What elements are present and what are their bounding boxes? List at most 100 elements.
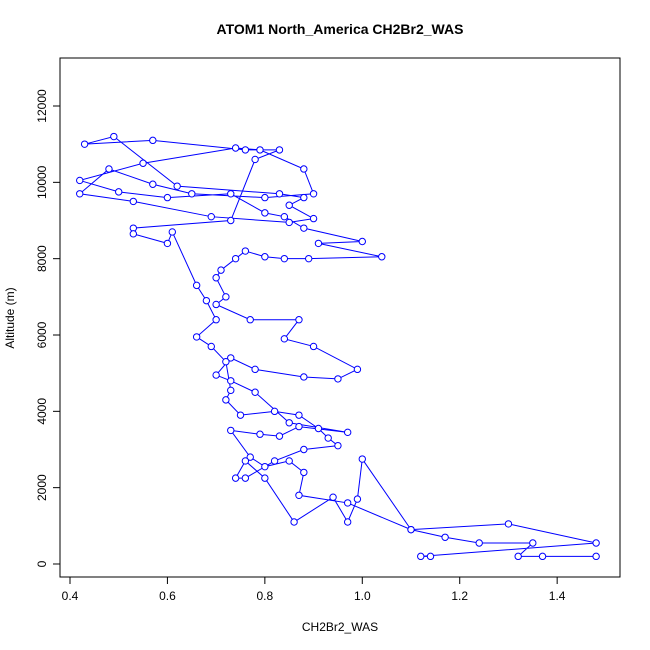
data-point — [592, 552, 600, 561]
data-point — [295, 316, 303, 324]
data-point — [592, 539, 600, 547]
data-point — [76, 176, 84, 185]
x-axis-label: CH2Br2_WAS — [302, 620, 378, 634]
data-point — [329, 493, 337, 501]
data-point — [353, 495, 362, 503]
data-point — [256, 146, 264, 154]
data-point — [261, 462, 269, 471]
data-point — [192, 281, 201, 290]
data-point — [76, 190, 84, 198]
data-point — [261, 209, 269, 217]
data-point — [163, 193, 172, 202]
x-tick-label: 1.0 — [354, 589, 371, 603]
y-tick-label: 0 — [35, 560, 49, 567]
data-point — [129, 197, 138, 206]
data-point — [207, 342, 215, 351]
data-point — [241, 457, 250, 465]
data-point — [285, 457, 293, 465]
data-point — [529, 539, 537, 547]
data-point — [227, 386, 235, 395]
data-point — [168, 228, 176, 236]
data-point — [309, 342, 318, 351]
data-point — [295, 491, 303, 499]
data-point — [343, 428, 352, 437]
data-point — [251, 365, 259, 374]
data-point — [222, 293, 230, 301]
data-point — [538, 552, 547, 561]
data-point — [139, 159, 147, 167]
data-point — [275, 146, 284, 154]
data-point — [231, 254, 240, 263]
data-point — [270, 457, 279, 465]
data-point — [334, 375, 342, 383]
y-tick-label: 12000 — [35, 89, 49, 123]
data-point — [246, 316, 254, 324]
data-point — [353, 365, 362, 374]
data-point — [309, 190, 318, 198]
data-point — [251, 388, 259, 396]
data-point — [343, 499, 352, 507]
data-point — [149, 180, 157, 188]
y-axis-label: Altitude (m) — [3, 287, 17, 348]
data-point — [300, 468, 308, 477]
x-tick-label: 1.2 — [451, 589, 468, 603]
data-point — [343, 518, 352, 526]
data-point — [324, 434, 332, 442]
data-point — [314, 239, 323, 248]
data-point — [202, 296, 211, 305]
data-point — [251, 155, 259, 164]
data-point — [300, 445, 308, 454]
data-point — [207, 212, 215, 221]
data-point — [241, 247, 250, 255]
y-tick-label: 2000 — [35, 474, 49, 501]
data-point — [300, 165, 308, 173]
data-point — [290, 518, 298, 526]
data-point — [280, 254, 289, 263]
y-tick-label: 8000 — [35, 245, 49, 272]
data-point — [280, 335, 289, 343]
data-point — [358, 455, 366, 463]
data-point — [222, 358, 230, 366]
x-tick-label: 0.4 — [62, 589, 79, 603]
data-point — [270, 407, 279, 416]
plot-frame — [59, 57, 621, 578]
data-point — [231, 144, 240, 152]
data-point — [188, 190, 196, 198]
data-point — [115, 188, 123, 196]
chart-title: ATOM1 North_America CH2Br2_WAS — [217, 21, 464, 37]
data-point — [295, 411, 303, 419]
data-point — [246, 453, 254, 461]
data-point — [300, 373, 308, 381]
data-point — [309, 214, 318, 223]
data-point — [358, 237, 366, 246]
data-point — [222, 396, 230, 404]
data-point — [129, 230, 138, 238]
data-point — [227, 216, 235, 225]
data-point — [314, 424, 323, 433]
data-point — [212, 371, 220, 379]
data-point — [378, 253, 386, 261]
data-point — [227, 377, 235, 385]
data-point — [514, 552, 522, 561]
data-point — [304, 254, 313, 263]
data-point — [173, 182, 181, 190]
data-point — [295, 422, 303, 431]
data-point — [212, 316, 220, 324]
data-point — [227, 354, 235, 362]
data-point — [334, 441, 342, 450]
data-point — [241, 474, 250, 482]
data-point — [285, 218, 293, 227]
data-point — [163, 239, 172, 248]
data-point — [300, 193, 308, 202]
x-tick-label: 0.6 — [159, 589, 176, 603]
data-point — [105, 165, 113, 173]
data-point — [256, 430, 264, 438]
data-point — [261, 193, 269, 202]
data-point — [426, 552, 435, 561]
data-point — [261, 474, 269, 482]
x-tick-label: 0.8 — [257, 589, 274, 603]
data-point — [241, 146, 250, 154]
data-point — [212, 300, 220, 309]
